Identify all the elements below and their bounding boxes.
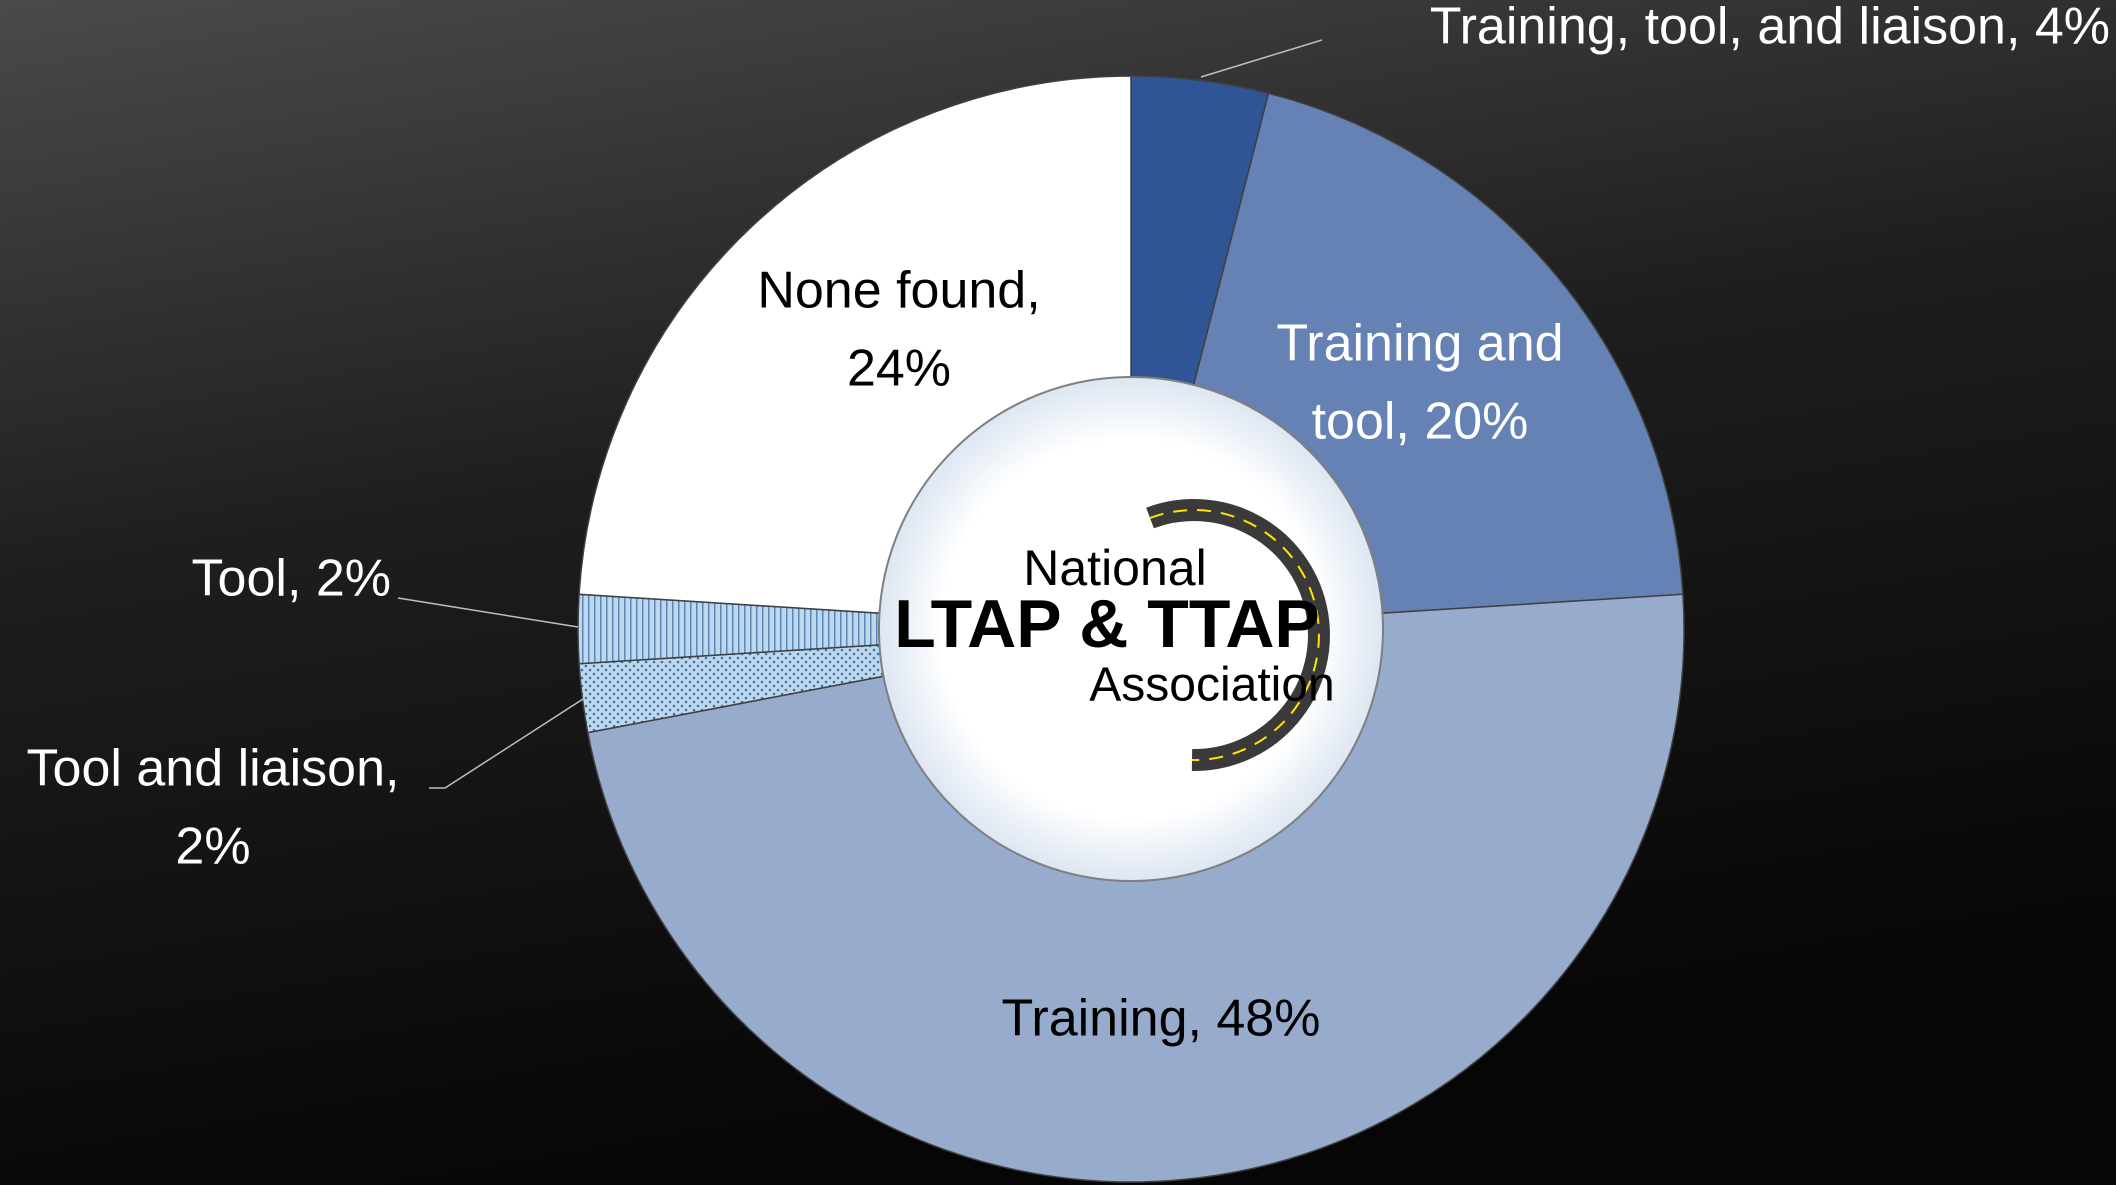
data-label: Tool, 2% [192,550,391,608]
data-label: tool, 20% [1312,393,1529,451]
road-line [1149,509,1320,762]
data-label: Training and [1276,315,1563,373]
data-label: Training, tool, and liaison, 4% [1430,0,2110,56]
logo-text: LTAP & TTAP [894,586,1320,662]
leader-line [1200,39,1323,78]
labels: Training, tool, and liaison, 4% Training … [27,0,2110,1048]
logo-text: Association [1089,659,1334,712]
data-label: 24% [847,340,951,398]
data-label: Tool and liaison, [27,740,400,798]
slices [577,75,1685,1183]
data-label: 2% [175,818,250,876]
data-label: None found, [757,262,1040,320]
data-label: Training, 48% [1002,990,1321,1048]
logo-text: National [1023,540,1206,596]
center-logo: National LTAP & TTAP Association [878,376,1384,882]
leader-line [397,597,579,628]
leader-line [429,698,584,789]
